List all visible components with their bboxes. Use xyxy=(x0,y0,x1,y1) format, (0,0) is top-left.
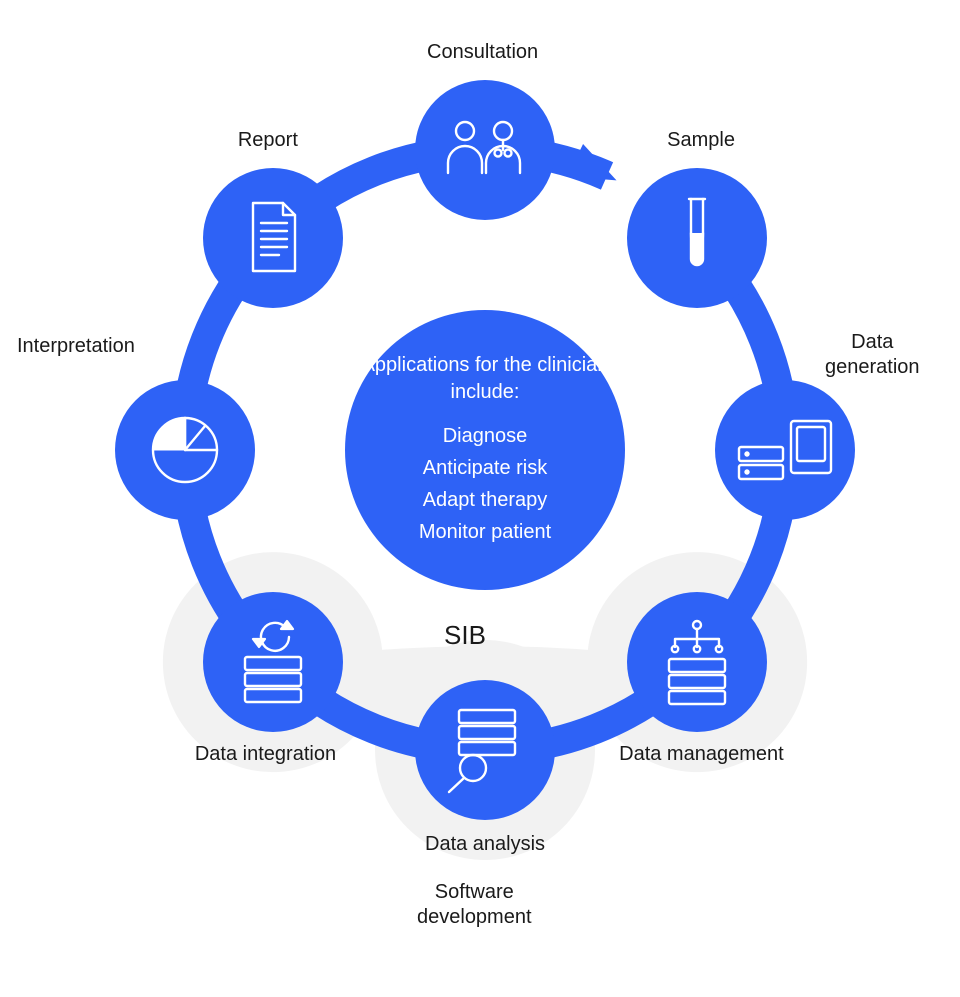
diagram-stage: Applications for the clinician include: … xyxy=(0,0,960,997)
node-label-report: Report xyxy=(238,128,298,153)
center-item: Anticipate risk xyxy=(419,452,551,484)
node-consultation xyxy=(415,80,555,220)
node-label-interpretation: Interpretation xyxy=(17,334,135,359)
node-interpretation xyxy=(115,380,255,520)
node-label-sample: Sample xyxy=(667,128,735,153)
node-report xyxy=(203,168,343,308)
server-tree-icon xyxy=(657,617,737,707)
server-sync-icon xyxy=(233,615,313,709)
pie-chart-icon xyxy=(145,410,225,490)
server-magnify-icon xyxy=(443,706,527,794)
node-data-analysis xyxy=(415,680,555,820)
sib-sublabel: Software development xyxy=(417,880,532,930)
center-item: Monitor patient xyxy=(419,516,551,548)
node-label-consultation: Consultation xyxy=(427,40,538,65)
sib-label: SIB xyxy=(444,620,486,651)
server-monitor-icon xyxy=(735,413,835,487)
node-label-data-generation: Data generation xyxy=(825,330,920,380)
center-items: DiagnoseAnticipate riskAdapt therapyMoni… xyxy=(419,420,551,548)
center-circle: Applications for the clinician include: … xyxy=(345,310,625,590)
node-data-management xyxy=(627,592,767,732)
node-data-integration xyxy=(203,592,343,732)
people-icon xyxy=(440,115,530,185)
node-sample xyxy=(627,168,767,308)
node-data-generation xyxy=(715,380,855,520)
document-icon xyxy=(243,199,303,277)
center-item: Adapt therapy xyxy=(419,484,551,516)
node-label-data-analysis: Data analysis xyxy=(425,832,545,857)
node-label-data-integration: Data integration xyxy=(195,742,336,767)
center-item: Diagnose xyxy=(419,420,551,452)
center-heading: Applications for the clinician include: xyxy=(345,352,625,406)
test-tube-icon xyxy=(677,193,717,283)
node-label-data-management: Data management xyxy=(619,742,784,767)
